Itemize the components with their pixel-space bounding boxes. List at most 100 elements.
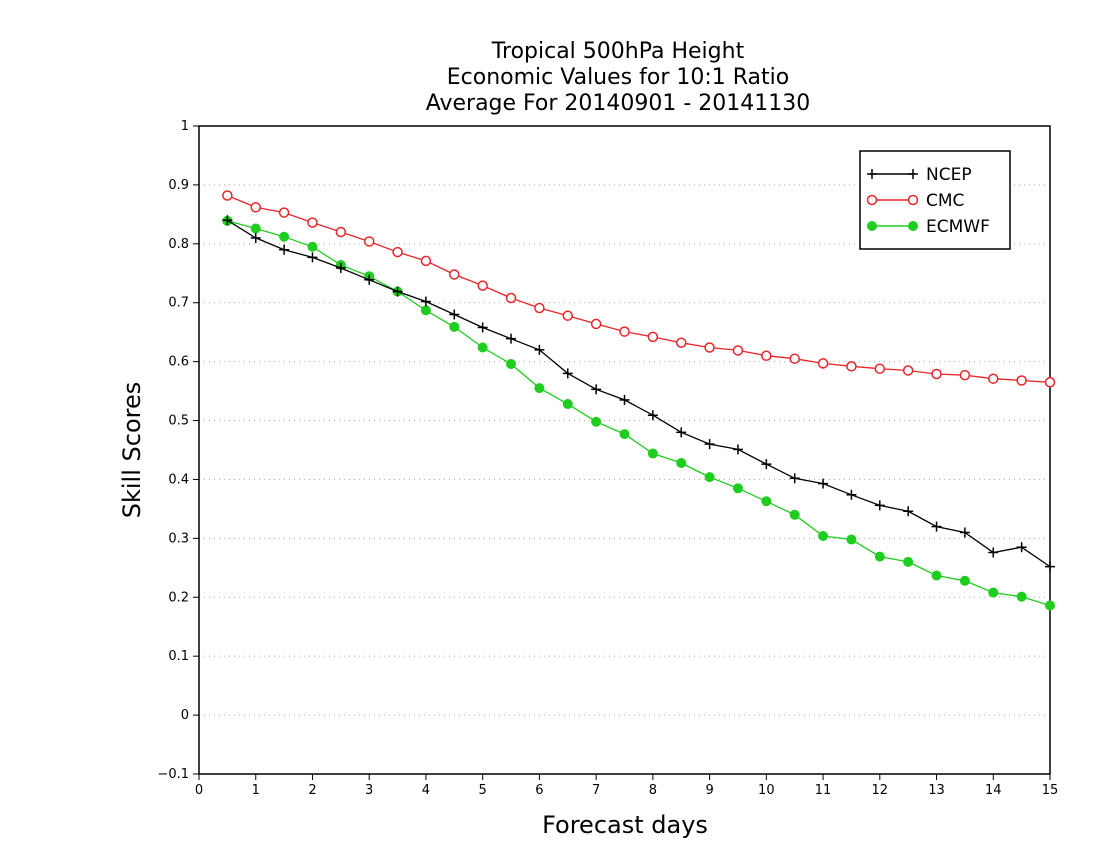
x-tick-label: 1 — [252, 783, 260, 798]
x-tick-label: 15 — [1042, 783, 1059, 798]
cmc-point — [1016, 375, 1027, 386]
ncep-point — [903, 506, 914, 517]
y-tick-label: 0.9 — [168, 178, 189, 193]
title-line-3: Average For 20140901 - 20141130 — [426, 91, 811, 116]
legend-item-cmc: CMC — [866, 191, 964, 211]
x-tick-label: 12 — [872, 783, 889, 798]
x-tick-label: 4 — [422, 783, 430, 798]
y-tick-label: 0.3 — [168, 531, 189, 546]
x-tick-label: 11 — [815, 783, 832, 798]
x-tick-label: 6 — [535, 783, 543, 798]
cmc-point — [477, 280, 488, 291]
ecmwf-point — [279, 231, 290, 242]
legend-label-cmc: CMC — [926, 191, 964, 211]
ncep-point — [562, 368, 573, 379]
cmc-point — [392, 246, 403, 258]
ncep-point — [789, 473, 800, 484]
cmc-point — [902, 365, 914, 376]
ecmwf-point — [250, 223, 261, 234]
ecmwf-point — [307, 241, 318, 252]
cmc-point — [534, 302, 545, 314]
legend-marker-right — [908, 169, 918, 179]
cmc-point — [335, 226, 347, 238]
ncep-point — [449, 309, 460, 320]
ecmwf-point — [477, 342, 488, 353]
ncep-point — [874, 500, 885, 511]
x-tick-label: 14 — [985, 783, 1002, 798]
ecmwf-point — [449, 321, 460, 332]
ncep-point — [846, 489, 857, 500]
title-line-2: Economic Values for 10:1 Ratio — [447, 65, 789, 90]
cmc-point — [1044, 377, 1056, 388]
legend-label-ncep: NCEP — [926, 165, 972, 185]
ecmwf-line — [227, 220, 1051, 607]
cmc-point — [449, 269, 460, 280]
x-tick-label: 3 — [365, 783, 373, 798]
ecmwf-point — [562, 399, 573, 410]
y-tick-label: −0.1 — [157, 767, 189, 782]
legend-label-ecmwf: ECMWF — [926, 217, 990, 237]
x-axis-ticks: 0 1 2 3 4 5 6 7 8 9 10 11 12 13 14 15 — [195, 774, 1058, 798]
cmc-point — [874, 363, 886, 374]
ncep-point — [1016, 542, 1027, 553]
ecmwf-point — [1045, 600, 1055, 611]
ncep-point — [392, 286, 403, 297]
cmc-point — [704, 342, 715, 353]
x-tick-label: 8 — [649, 783, 657, 798]
cmc-point — [590, 318, 602, 330]
ncep-point — [534, 344, 545, 355]
ecmwf-point — [846, 534, 857, 545]
ecmwf-point — [931, 570, 942, 581]
series-ecmwf — [222, 215, 1055, 611]
cmc-point — [562, 310, 574, 321]
legend-marker-left — [866, 194, 878, 206]
x-tick-label: 7 — [592, 783, 600, 798]
ecmwf-point — [506, 358, 517, 369]
cmc-point — [363, 236, 375, 247]
cmc-point — [420, 255, 432, 267]
cmc-point — [789, 353, 800, 364]
cmc-point — [846, 361, 857, 372]
cmc-point — [817, 358, 829, 369]
y-axis-ticks: −0.1 0 0.1 0.2 0.3 0.4 0.5 0.6 0.7 0.8 0.9 1 — [157, 119, 199, 782]
ecmwf-point — [704, 472, 715, 483]
y-tick-label: 0.5 — [168, 414, 189, 429]
x-axis-label: Forecast days — [542, 811, 708, 839]
legend-marker-right — [907, 194, 919, 206]
cmc-point — [675, 337, 687, 349]
ncep-point — [506, 333, 517, 344]
ncep-point — [335, 262, 346, 273]
ecmwf-point — [732, 483, 743, 494]
cmc-point — [732, 345, 744, 356]
cmc-point — [959, 369, 971, 381]
ecmwf-point — [1016, 591, 1027, 602]
y-tick-label: 0.4 — [168, 472, 189, 487]
cmc-point — [761, 350, 772, 361]
y-tick-label: 0 — [181, 708, 189, 723]
ncep-point — [704, 439, 715, 450]
y-tick-label: 0.6 — [168, 355, 189, 370]
legend: NCEP CMC ECMWF — [859, 150, 1011, 250]
x-tick-label: 2 — [308, 783, 316, 798]
ncep-point — [1045, 561, 1055, 572]
title-line-1: Tropical 500hPa Height — [491, 39, 745, 64]
cmc-point — [619, 326, 630, 337]
ecmwf-point — [591, 416, 602, 427]
ncep-point — [647, 410, 658, 421]
x-tick-label: 9 — [705, 783, 713, 798]
ncep-point — [818, 478, 829, 489]
ncep-point — [279, 244, 290, 255]
y-tick-label: 1 — [181, 119, 189, 134]
cmc-point — [222, 190, 233, 201]
ecmwf-point — [647, 448, 658, 459]
ncep-point — [988, 547, 999, 558]
ncep-point — [222, 215, 233, 226]
ncep-point — [732, 444, 743, 455]
series-cmc — [222, 190, 1056, 388]
x-tick-label: 10 — [758, 783, 775, 798]
y-tick-label: 0.1 — [168, 649, 189, 664]
cmc-point — [647, 331, 659, 343]
cmc-point — [250, 202, 261, 213]
chart-title: Tropical 500hPa Height Economic Values f… — [426, 39, 811, 116]
